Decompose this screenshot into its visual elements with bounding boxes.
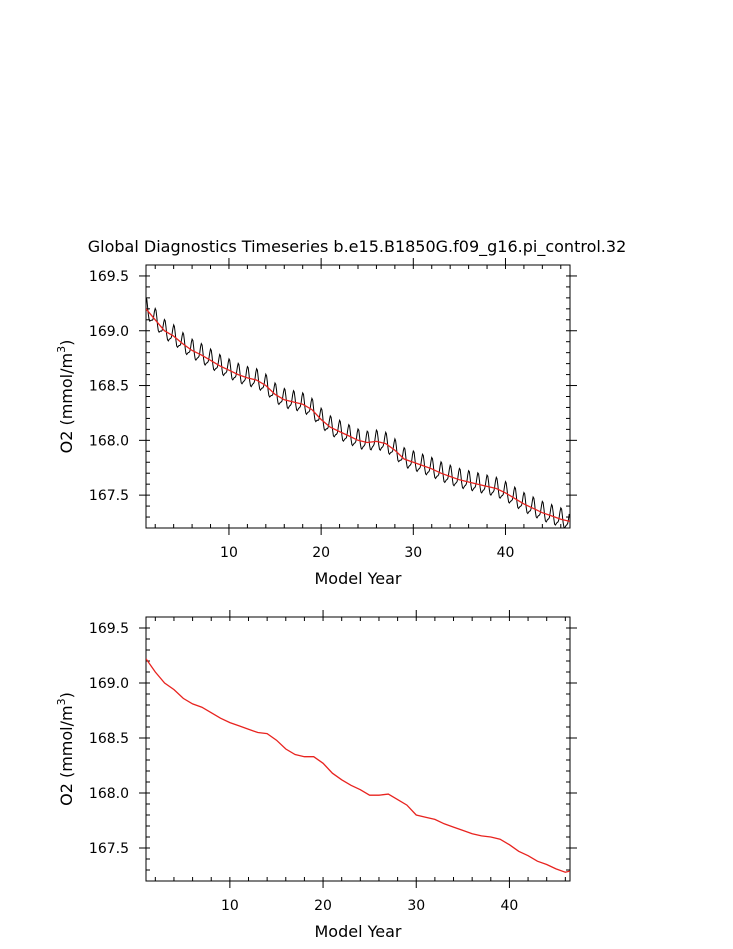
y-axis-label: O2 (mmol/m3) [55,692,76,806]
y-axis-label-end: ) [57,692,76,698]
x-tick-label: 20 [314,898,332,914]
plot-frame [145,264,571,529]
plot-frame [145,616,571,882]
chart-top: 10 20 30 40 167.5 168.0 168.5 169.0 169.5 Model Y… [55,258,577,588]
x-tick-label: 10 [220,545,238,561]
y-tick-label: 168.0 [89,786,129,802]
x-tick-label: 20 [312,545,330,561]
y-axis-label-superscript: 3 [55,698,68,705]
x-tick-label: 40 [501,898,519,914]
y-axis-label: O2 (mmol/m3) [55,340,76,454]
x-axis-label: Model Year [315,922,402,941]
series-line-annual [146,308,570,523]
y-tick-label: 168.0 [89,433,129,449]
plot-data [146,658,570,873]
y-tick-label: 167.5 [89,841,129,857]
y-tick-label: 169.0 [89,324,129,340]
plot-data [146,297,570,528]
x-tick-label: 30 [404,545,422,561]
y-axis-label-base: O2 (mmol/m [57,705,76,805]
y-tick-label: 168.5 [89,731,129,747]
y-tick-label: 169.5 [89,269,129,285]
series-line-monthly [146,297,570,528]
x-tick-label: 10 [221,898,239,914]
y-axis-label-superscript: 3 [55,346,68,353]
y-tick-label: 167.5 [89,488,129,504]
y-axis-label-base: O2 (mmol/m [57,353,76,453]
y-tick-label: 168.5 [89,379,129,395]
x-axis-label: Model Year [315,569,402,588]
y-tick-label: 169.5 [89,621,129,637]
y-axis-label-end: ) [57,340,76,346]
figure-title: Global Diagnostics Timeseries b.e15.B185… [88,237,627,257]
x-tick-label: 40 [497,545,515,561]
series-line-annual [146,658,570,873]
x-tick-label: 30 [407,898,425,914]
y-tick-label: 169.0 [89,676,129,692]
chart-bottom: 10 20 30 40 167.5 168.0 168.5 169.0 169.5 Model Y… [55,610,577,941]
